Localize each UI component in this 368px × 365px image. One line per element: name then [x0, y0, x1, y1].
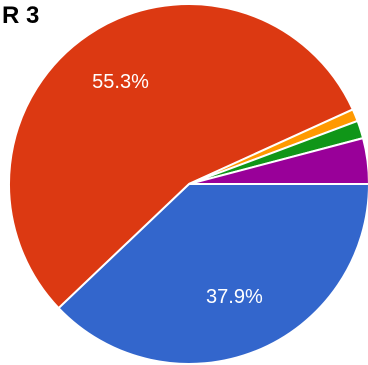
pie-slice-0: [57, 183, 368, 365]
pie-slice-1: [8, 3, 355, 310]
pie-slice-4: [188, 136, 368, 185]
slice-label-1: 55.3%: [92, 71, 149, 93]
slice-label-0: 37.9%: [206, 286, 263, 308]
pie-slices: [8, 3, 368, 365]
chart-title: R 3: [2, 2, 40, 29]
pie-labels: 37.9% 55.3%: [92, 71, 263, 308]
